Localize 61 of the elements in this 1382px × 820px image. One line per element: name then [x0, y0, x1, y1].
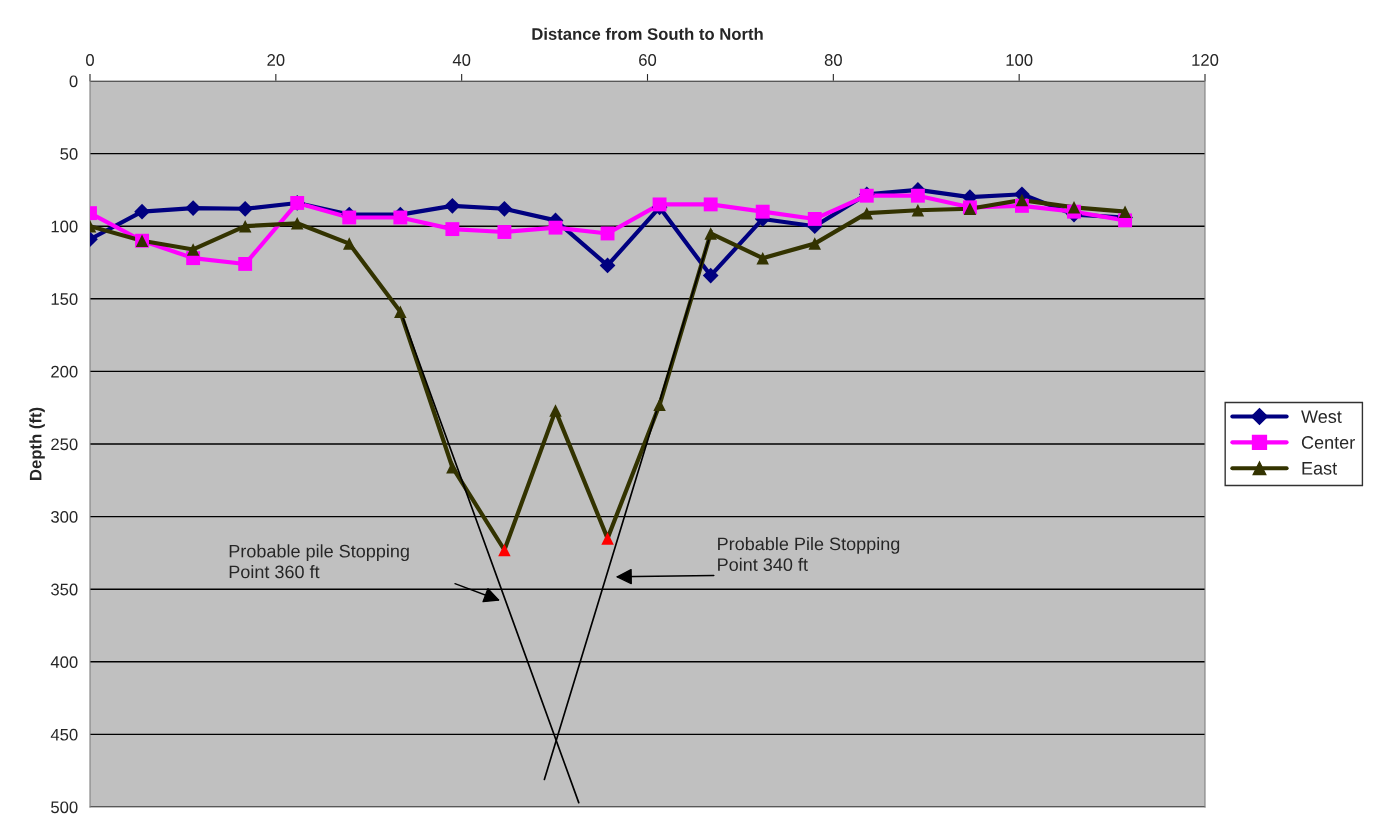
point	[652, 197, 667, 212]
point	[496, 200, 513, 217]
x-axis-title: Distance from South to North	[532, 27, 763, 40]
x-tick-label: 20	[267, 54, 285, 66]
point	[185, 200, 201, 216]
x-tick-label: 0	[86, 54, 94, 66]
legend-label: West	[1301, 410, 1342, 423]
point	[186, 243, 200, 256]
point	[1067, 201, 1081, 214]
point	[702, 267, 719, 284]
point	[548, 220, 563, 235]
point	[342, 237, 356, 250]
y-axis-title: Depth (ft)	[29, 407, 45, 480]
point	[238, 257, 253, 271]
point	[911, 203, 925, 217]
y-tick-label: 200	[51, 365, 78, 378]
point	[394, 305, 407, 319]
point	[703, 197, 718, 212]
point	[653, 398, 666, 412]
x-tick-label: 60	[639, 54, 657, 66]
point	[704, 227, 717, 240]
point	[1118, 205, 1132, 218]
annotation: Probable pile Stopping Point 360 ft	[229, 544, 409, 579]
y-tick-label: 450	[50, 728, 78, 741]
y-tick-label: 150	[51, 293, 78, 305]
y-tick-label: 300	[51, 511, 78, 523]
point	[808, 237, 821, 250]
point	[498, 543, 511, 557]
point	[238, 219, 252, 233]
y-tick-label: 400	[50, 656, 78, 668]
y-tick-label: 100	[51, 220, 78, 233]
y-tick-label: 250	[51, 438, 78, 451]
point	[599, 257, 616, 274]
point	[807, 212, 822, 226]
y-tick-label: 350	[51, 583, 78, 596]
point	[497, 225, 512, 239]
x-tick-label: 40	[452, 54, 471, 66]
point	[446, 460, 459, 474]
point	[860, 206, 874, 220]
x-tick-label: 100	[1006, 54, 1033, 66]
y-tick-label: 0	[69, 75, 78, 88]
legend-label: Center	[1301, 436, 1355, 449]
point	[342, 210, 357, 225]
point	[549, 404, 562, 417]
point	[601, 532, 614, 545]
point	[910, 188, 925, 203]
point	[445, 222, 460, 237]
x-tick-label: 80	[824, 54, 842, 66]
point	[290, 217, 304, 230]
point	[134, 203, 150, 220]
point	[444, 198, 461, 214]
point	[393, 210, 408, 225]
legend-label: East	[1302, 462, 1338, 475]
point	[237, 200, 254, 217]
point	[1015, 193, 1029, 207]
y-tick-label: 500	[51, 801, 78, 814]
x-tick-label: 120	[1192, 54, 1219, 66]
y-tick-label: 50	[60, 148, 78, 160]
point	[756, 251, 769, 265]
annotation: Probable Pile Stopping Point 340 ft	[718, 537, 900, 572]
point	[755, 204, 770, 219]
